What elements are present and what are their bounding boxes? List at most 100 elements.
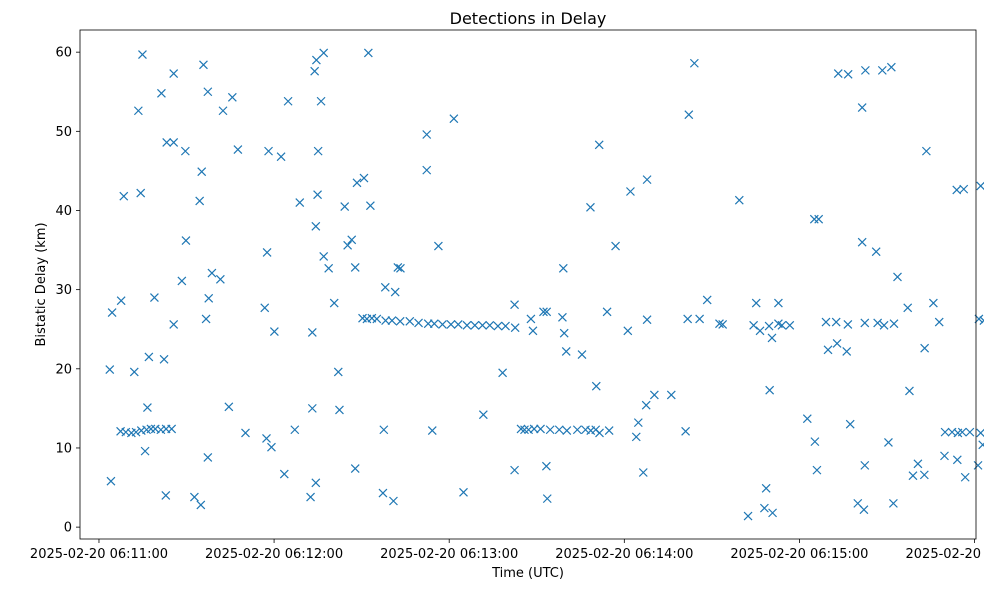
detection-point xyxy=(561,346,571,356)
detection-point xyxy=(316,96,326,106)
detection-point xyxy=(920,343,930,353)
detection-point xyxy=(189,492,199,502)
detection-point xyxy=(689,58,699,68)
detection-point xyxy=(359,173,369,183)
detection-point xyxy=(224,402,234,412)
detection-point xyxy=(459,487,468,497)
detection-point xyxy=(262,434,271,443)
y-tick-label: 20 xyxy=(55,362,72,377)
detection-point xyxy=(470,320,480,330)
detection-point xyxy=(516,424,526,434)
detection-point xyxy=(116,296,126,306)
detection-point xyxy=(528,326,538,336)
detection-point xyxy=(446,320,456,329)
detection-point xyxy=(526,314,536,324)
detection-point xyxy=(768,508,778,518)
detection-point xyxy=(809,214,819,224)
detection-point xyxy=(940,427,950,437)
detection-point xyxy=(814,214,824,224)
detection-point xyxy=(218,106,228,116)
detection-point xyxy=(591,425,601,435)
detection-point xyxy=(684,110,694,120)
detection-point xyxy=(611,241,620,251)
detection-point xyxy=(649,390,659,400)
detection-point xyxy=(352,178,362,188)
detection-point xyxy=(347,235,357,245)
detection-point xyxy=(681,426,691,436)
detection-point xyxy=(162,137,172,147)
x-tick-label: 2025-02-20 06:15:00 xyxy=(730,547,868,562)
detection-point xyxy=(307,403,317,413)
detection-point xyxy=(290,425,300,435)
detection-point xyxy=(873,318,883,328)
detection-point xyxy=(389,496,398,506)
detection-point xyxy=(324,263,334,273)
detection-point xyxy=(642,175,652,185)
detection-point xyxy=(197,167,207,177)
detection-point xyxy=(136,188,146,198)
detection-point xyxy=(313,146,323,156)
detection-point xyxy=(207,268,217,278)
detection-point xyxy=(952,185,962,195)
detection-point xyxy=(913,459,923,469)
detection-point xyxy=(310,66,320,76)
detection-point xyxy=(761,483,771,493)
detection-point xyxy=(311,478,321,488)
detection-point xyxy=(201,314,211,324)
detection-point xyxy=(333,367,343,377)
detection-point xyxy=(765,385,775,395)
detection-point xyxy=(498,368,508,378)
detection-point xyxy=(329,298,339,308)
detection-point xyxy=(169,69,179,78)
detection-point xyxy=(558,263,568,273)
detection-point xyxy=(886,62,896,72)
detection-point xyxy=(453,320,463,329)
detection-point xyxy=(203,87,213,97)
detection-point xyxy=(554,425,564,435)
detection-point xyxy=(414,318,423,328)
detection-point xyxy=(702,295,712,305)
detection-point xyxy=(131,427,141,437)
detection-point xyxy=(149,293,159,302)
detection-point xyxy=(541,461,551,471)
detection-point xyxy=(641,400,651,410)
detection-point xyxy=(785,320,795,330)
detection-point xyxy=(558,312,567,322)
detection-point xyxy=(215,274,225,284)
detection-point xyxy=(843,69,853,79)
detection-point xyxy=(119,191,129,201)
detection-point xyxy=(313,190,322,200)
detection-point xyxy=(976,428,984,438)
detection-point xyxy=(181,236,191,245)
detection-point xyxy=(405,316,415,326)
detection-point xyxy=(905,386,914,396)
detection-point xyxy=(138,50,147,59)
x-tick-label: 2025-02-20 06:11:00 xyxy=(30,547,168,562)
detection-point xyxy=(167,424,177,434)
detection-point xyxy=(940,451,949,461)
detection-point xyxy=(602,307,612,317)
detection-point xyxy=(821,317,831,327)
detection-point xyxy=(433,241,443,251)
detection-point xyxy=(204,293,214,303)
y-tick-label: 60 xyxy=(55,46,72,61)
y-tick-label: 0 xyxy=(64,521,72,536)
detection-point xyxy=(642,315,652,325)
detection-point xyxy=(395,316,405,326)
detection-point xyxy=(888,498,898,508)
detection-point xyxy=(591,381,601,391)
detection-point xyxy=(860,65,870,75)
detection-point xyxy=(536,424,545,434)
detection-point xyxy=(767,333,777,343)
y-tick-label: 40 xyxy=(55,204,72,219)
detection-point xyxy=(262,248,272,257)
detection-point xyxy=(233,145,243,154)
detection-point xyxy=(396,263,405,273)
detection-point xyxy=(485,320,495,330)
detection-point xyxy=(478,320,487,330)
detection-point xyxy=(893,272,902,282)
detection-point xyxy=(539,307,548,317)
detection-point xyxy=(857,103,867,113)
detection-point xyxy=(319,48,329,58)
